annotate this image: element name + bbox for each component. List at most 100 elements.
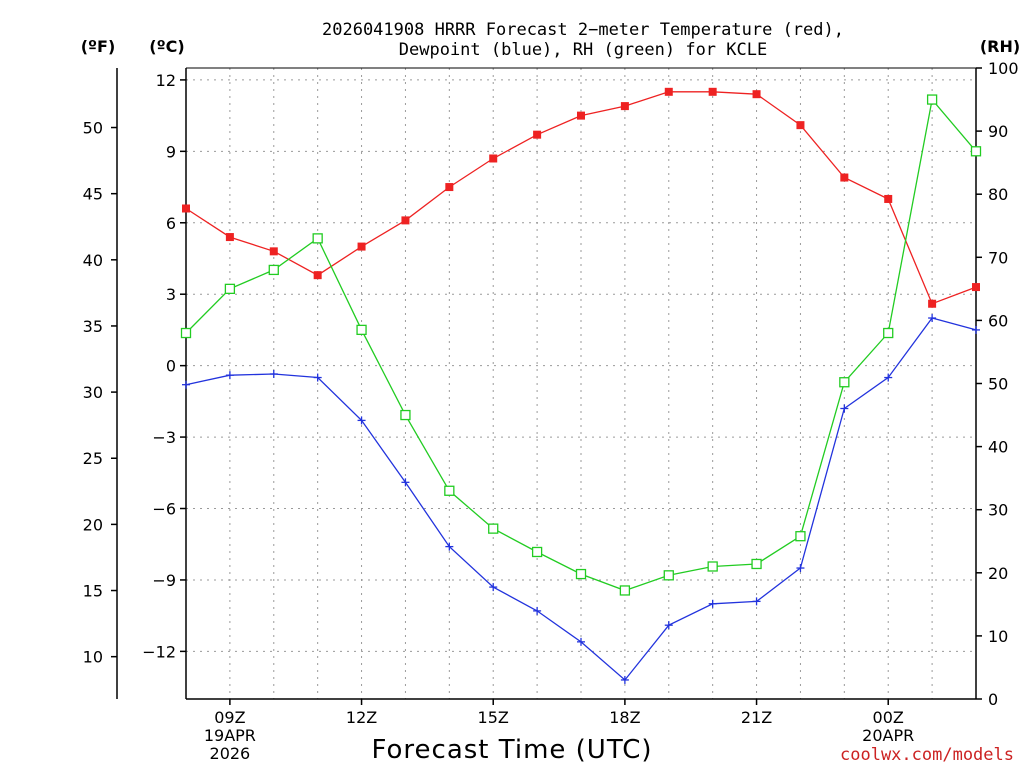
rh-point bbox=[312, 233, 323, 244]
rh-tick-label: 0 bbox=[988, 690, 998, 709]
temperature-point bbox=[269, 247, 278, 256]
rh-tick-label: 70 bbox=[988, 248, 1008, 267]
x-tick-label: 21Z bbox=[741, 708, 772, 727]
temperature-point bbox=[489, 154, 498, 163]
dewpoint-point bbox=[577, 637, 585, 646]
x-tick-label: 15Z bbox=[478, 708, 509, 727]
rh-point bbox=[400, 409, 411, 421]
rh-point bbox=[224, 283, 236, 295]
rh-point bbox=[531, 546, 543, 558]
rh-point bbox=[180, 327, 192, 339]
dewpoint-point bbox=[225, 371, 234, 380]
dewpoint-point bbox=[840, 404, 849, 413]
temperature-point bbox=[708, 87, 717, 96]
dewpoint-point bbox=[401, 478, 410, 487]
temperature-point bbox=[225, 233, 234, 242]
rh-tick-label: 10 bbox=[988, 627, 1008, 646]
chart-title-line-1: 2026041908 HRRR Forecast 2−meter Tempera… bbox=[322, 20, 844, 40]
temperature-point bbox=[840, 173, 849, 182]
rh-point bbox=[444, 485, 455, 496]
fahrenheit-tick-label: 25 bbox=[83, 449, 103, 468]
fahrenheit-tick-label: 10 bbox=[83, 648, 103, 667]
celsius-tick-label: −3 bbox=[152, 428, 176, 447]
celsius-tick-label: −9 bbox=[152, 571, 176, 590]
temperature-point bbox=[972, 283, 980, 292]
fahrenheit-tick-label: 30 bbox=[83, 383, 103, 402]
temperature-point bbox=[577, 111, 585, 120]
dewpoint-point bbox=[357, 416, 366, 425]
rh-point bbox=[356, 324, 367, 336]
celsius-tick-label: 9 bbox=[166, 142, 176, 161]
rh-point bbox=[575, 568, 587, 580]
fahrenheit-tick-label: 45 bbox=[83, 185, 103, 204]
rh-tick-label: 30 bbox=[988, 501, 1008, 520]
x-axis-label: Forecast Time (UTC) bbox=[371, 735, 652, 765]
rh-tick-label: 50 bbox=[988, 375, 1008, 394]
temperature-point bbox=[884, 194, 893, 203]
rh-point bbox=[619, 585, 631, 596]
x-tick-label: 00Z bbox=[873, 708, 904, 727]
rh-point bbox=[795, 531, 806, 542]
x-tick-label: 2026 bbox=[210, 744, 251, 763]
temperature-point bbox=[752, 90, 761, 99]
temperature-point bbox=[182, 204, 190, 213]
fahrenheit-tick-label: 35 bbox=[83, 317, 103, 336]
rh-point bbox=[839, 377, 850, 388]
dewpoint-point bbox=[620, 675, 629, 684]
credit-text: coolwx.com/models bbox=[840, 745, 1014, 765]
celsius-tick-label: 6 bbox=[166, 214, 176, 233]
rh-point bbox=[883, 327, 894, 339]
rh-series bbox=[180, 94, 982, 596]
temperature-point bbox=[533, 130, 542, 139]
celsius-tick-label: 3 bbox=[166, 285, 176, 304]
temperature-series bbox=[182, 87, 980, 308]
dewpoint-point bbox=[269, 369, 278, 378]
temperature-point bbox=[401, 216, 410, 225]
celsius-tick-label: −12 bbox=[142, 642, 176, 661]
dewpoint-point bbox=[489, 583, 498, 592]
temperature-point bbox=[664, 87, 673, 96]
dewpoint-point bbox=[972, 325, 980, 334]
temperature-point bbox=[445, 183, 454, 192]
fahrenheit-tick-label: 15 bbox=[83, 582, 103, 601]
rh-tick-label: 40 bbox=[988, 438, 1008, 457]
x-tick-label: 09Z bbox=[214, 708, 245, 727]
dewpoint-point bbox=[796, 564, 805, 573]
x-tick-label: 12Z bbox=[346, 708, 377, 727]
rh-tick-label: 60 bbox=[988, 311, 1008, 330]
rh-tick-label: 20 bbox=[988, 564, 1008, 583]
dewpoint-point bbox=[708, 599, 717, 608]
dewpoint-series bbox=[182, 314, 980, 684]
fahrenheit-tick-label: 40 bbox=[83, 251, 103, 270]
temperature-point bbox=[796, 121, 805, 130]
fahrenheit-tick-label: 20 bbox=[83, 515, 103, 534]
rh-unit-label: (RH) bbox=[980, 37, 1020, 56]
rh-tick-label: 100 bbox=[988, 59, 1019, 78]
rh-point bbox=[707, 561, 718, 572]
data-series bbox=[180, 87, 982, 684]
rh-tick-label: 90 bbox=[988, 122, 1008, 141]
x-tick-label: 19APR bbox=[204, 726, 256, 745]
dewpoint-point bbox=[752, 597, 761, 606]
rh-point bbox=[970, 146, 982, 157]
rh-point bbox=[751, 558, 762, 570]
chart-title-line-2: Dewpoint (blue), RH (green) for KCLE bbox=[399, 40, 767, 60]
celsius-tick-label: −6 bbox=[152, 500, 176, 519]
rh-tick-label: 80 bbox=[988, 185, 1008, 204]
fahrenheit-tick-label: 50 bbox=[83, 119, 103, 138]
temperature-point bbox=[357, 242, 366, 251]
celsius-unit-label: (ºC) bbox=[149, 37, 184, 56]
temperature-point bbox=[313, 271, 322, 280]
chart-title: 2026041908 HRRR Forecast 2−meter Tempera… bbox=[322, 20, 844, 60]
dewpoint-point bbox=[884, 373, 893, 382]
dewpoint-point bbox=[533, 606, 542, 615]
axes: 129630−3−6−9−125045403530252015101009080… bbox=[83, 59, 1019, 709]
dewpoint-point bbox=[445, 542, 454, 551]
gridlines bbox=[185, 68, 977, 699]
rh-point bbox=[268, 264, 279, 276]
dewpoint-line bbox=[185, 317, 977, 681]
dewpoint-point bbox=[182, 380, 190, 389]
dewpoint-point bbox=[664, 621, 673, 630]
